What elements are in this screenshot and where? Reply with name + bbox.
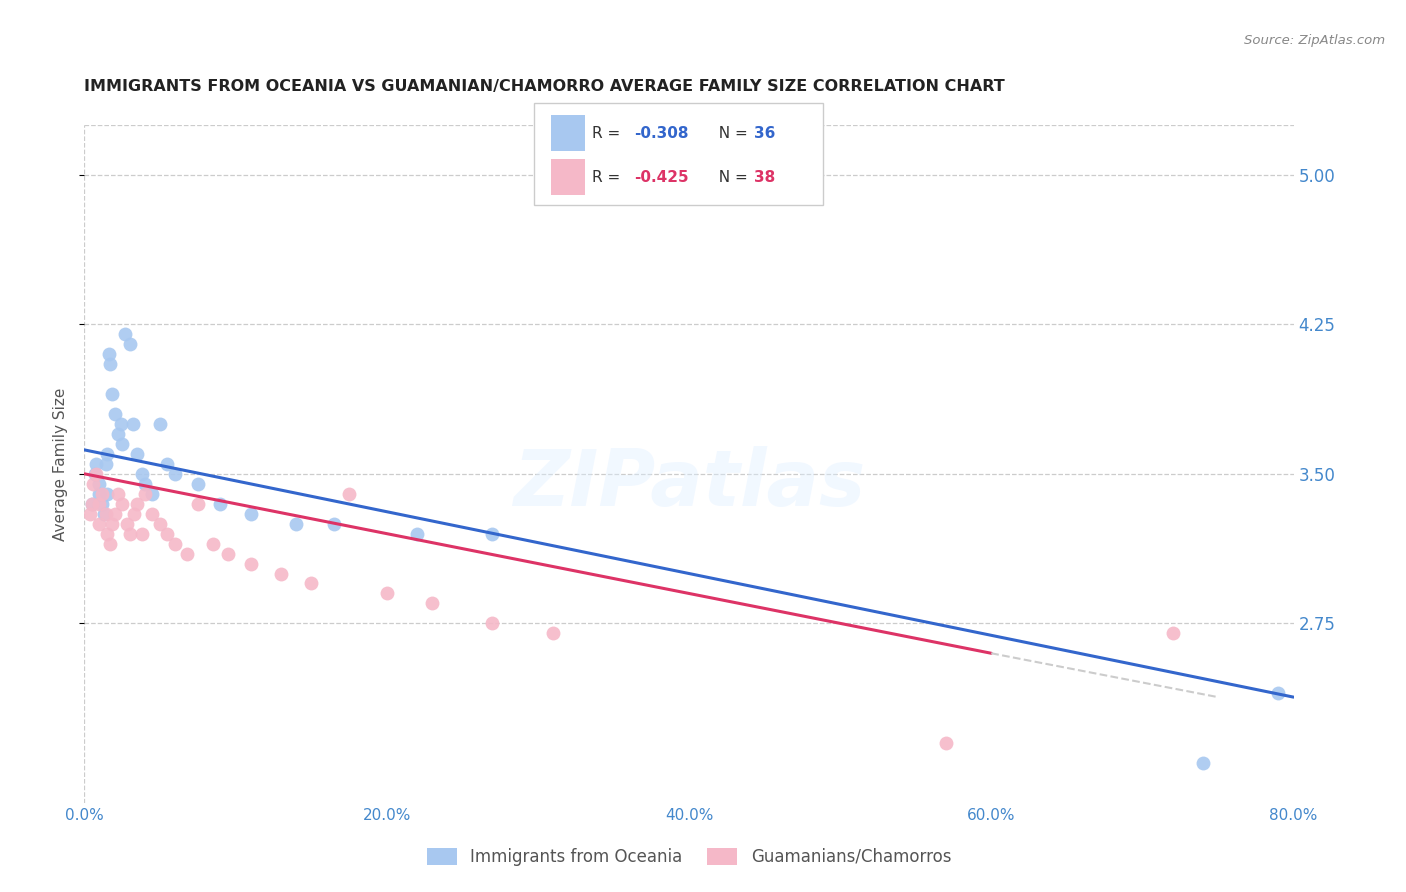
Point <box>86 467 108 481</box>
Point <box>165 467 187 481</box>
Point <box>104 407 127 421</box>
Point <box>541 626 564 640</box>
Point <box>299 576 322 591</box>
Text: -0.308: -0.308 <box>634 126 689 141</box>
Point <box>134 476 156 491</box>
Point <box>115 516 138 531</box>
Point <box>209 497 232 511</box>
Point <box>322 516 344 531</box>
Point <box>98 536 121 550</box>
Text: R =: R = <box>592 169 626 185</box>
Point <box>1267 686 1289 700</box>
Point <box>96 487 118 501</box>
Point <box>107 426 129 441</box>
Point <box>118 337 141 351</box>
Text: -0.425: -0.425 <box>634 169 689 185</box>
Y-axis label: Average Family Size: Average Family Size <box>53 387 69 541</box>
Text: Source: ZipAtlas.com: Source: ZipAtlas.com <box>1244 34 1385 47</box>
Point <box>89 497 111 511</box>
Legend: Immigrants from Oceania, Guamanians/Chamorros: Immigrants from Oceania, Guamanians/Cham… <box>420 841 957 872</box>
Point <box>187 476 209 491</box>
Point <box>100 516 122 531</box>
Point <box>82 476 104 491</box>
Point <box>481 616 503 631</box>
Point <box>420 596 443 610</box>
Point <box>79 507 101 521</box>
Point <box>127 497 149 511</box>
Text: 36: 36 <box>754 126 775 141</box>
Point <box>89 516 111 531</box>
Point <box>96 447 118 461</box>
Point <box>176 547 198 561</box>
Point <box>201 536 224 550</box>
Point <box>141 507 163 521</box>
Point <box>239 507 262 521</box>
Point <box>337 487 360 501</box>
Point <box>98 357 121 371</box>
Point <box>100 387 122 401</box>
Point <box>1161 626 1184 640</box>
Point <box>91 497 114 511</box>
Point <box>86 457 108 471</box>
Text: IMMIGRANTS FROM OCEANIA VS GUAMANIAN/CHAMORRO AVERAGE FAMILY SIZE CORRELATION CH: IMMIGRANTS FROM OCEANIA VS GUAMANIAN/CHA… <box>84 78 1005 94</box>
Point <box>187 497 209 511</box>
Point <box>935 736 957 750</box>
Point <box>217 547 239 561</box>
Point <box>89 476 111 491</box>
Point <box>481 526 503 541</box>
Point <box>110 417 132 431</box>
Text: 38: 38 <box>754 169 775 185</box>
Point <box>80 497 103 511</box>
Point <box>121 417 143 431</box>
Point <box>239 557 262 571</box>
Point <box>94 457 117 471</box>
Point <box>127 447 149 461</box>
Point <box>149 417 172 431</box>
Point <box>107 487 129 501</box>
Point <box>165 536 187 550</box>
Point <box>114 327 136 342</box>
Text: ZIPatlas: ZIPatlas <box>513 446 865 522</box>
Point <box>141 487 163 501</box>
Text: N =: N = <box>709 126 752 141</box>
Point <box>1192 756 1215 770</box>
Point <box>84 467 107 481</box>
Point <box>93 507 115 521</box>
Point <box>131 526 153 541</box>
Point <box>122 507 145 521</box>
Point <box>97 347 120 361</box>
Point <box>80 497 103 511</box>
Point <box>375 586 398 600</box>
Text: R =: R = <box>592 126 626 141</box>
Point <box>94 507 117 521</box>
Point <box>270 566 292 581</box>
Point <box>149 516 172 531</box>
Point <box>111 437 134 451</box>
Point <box>134 487 156 501</box>
Point <box>89 487 111 501</box>
Point <box>156 457 179 471</box>
Point <box>285 516 308 531</box>
Point <box>104 507 127 521</box>
Point <box>111 497 134 511</box>
Point <box>91 487 114 501</box>
Point <box>406 526 429 541</box>
Point <box>96 526 118 541</box>
Point <box>118 526 141 541</box>
Point <box>156 526 179 541</box>
Point <box>131 467 153 481</box>
Text: N =: N = <box>709 169 752 185</box>
